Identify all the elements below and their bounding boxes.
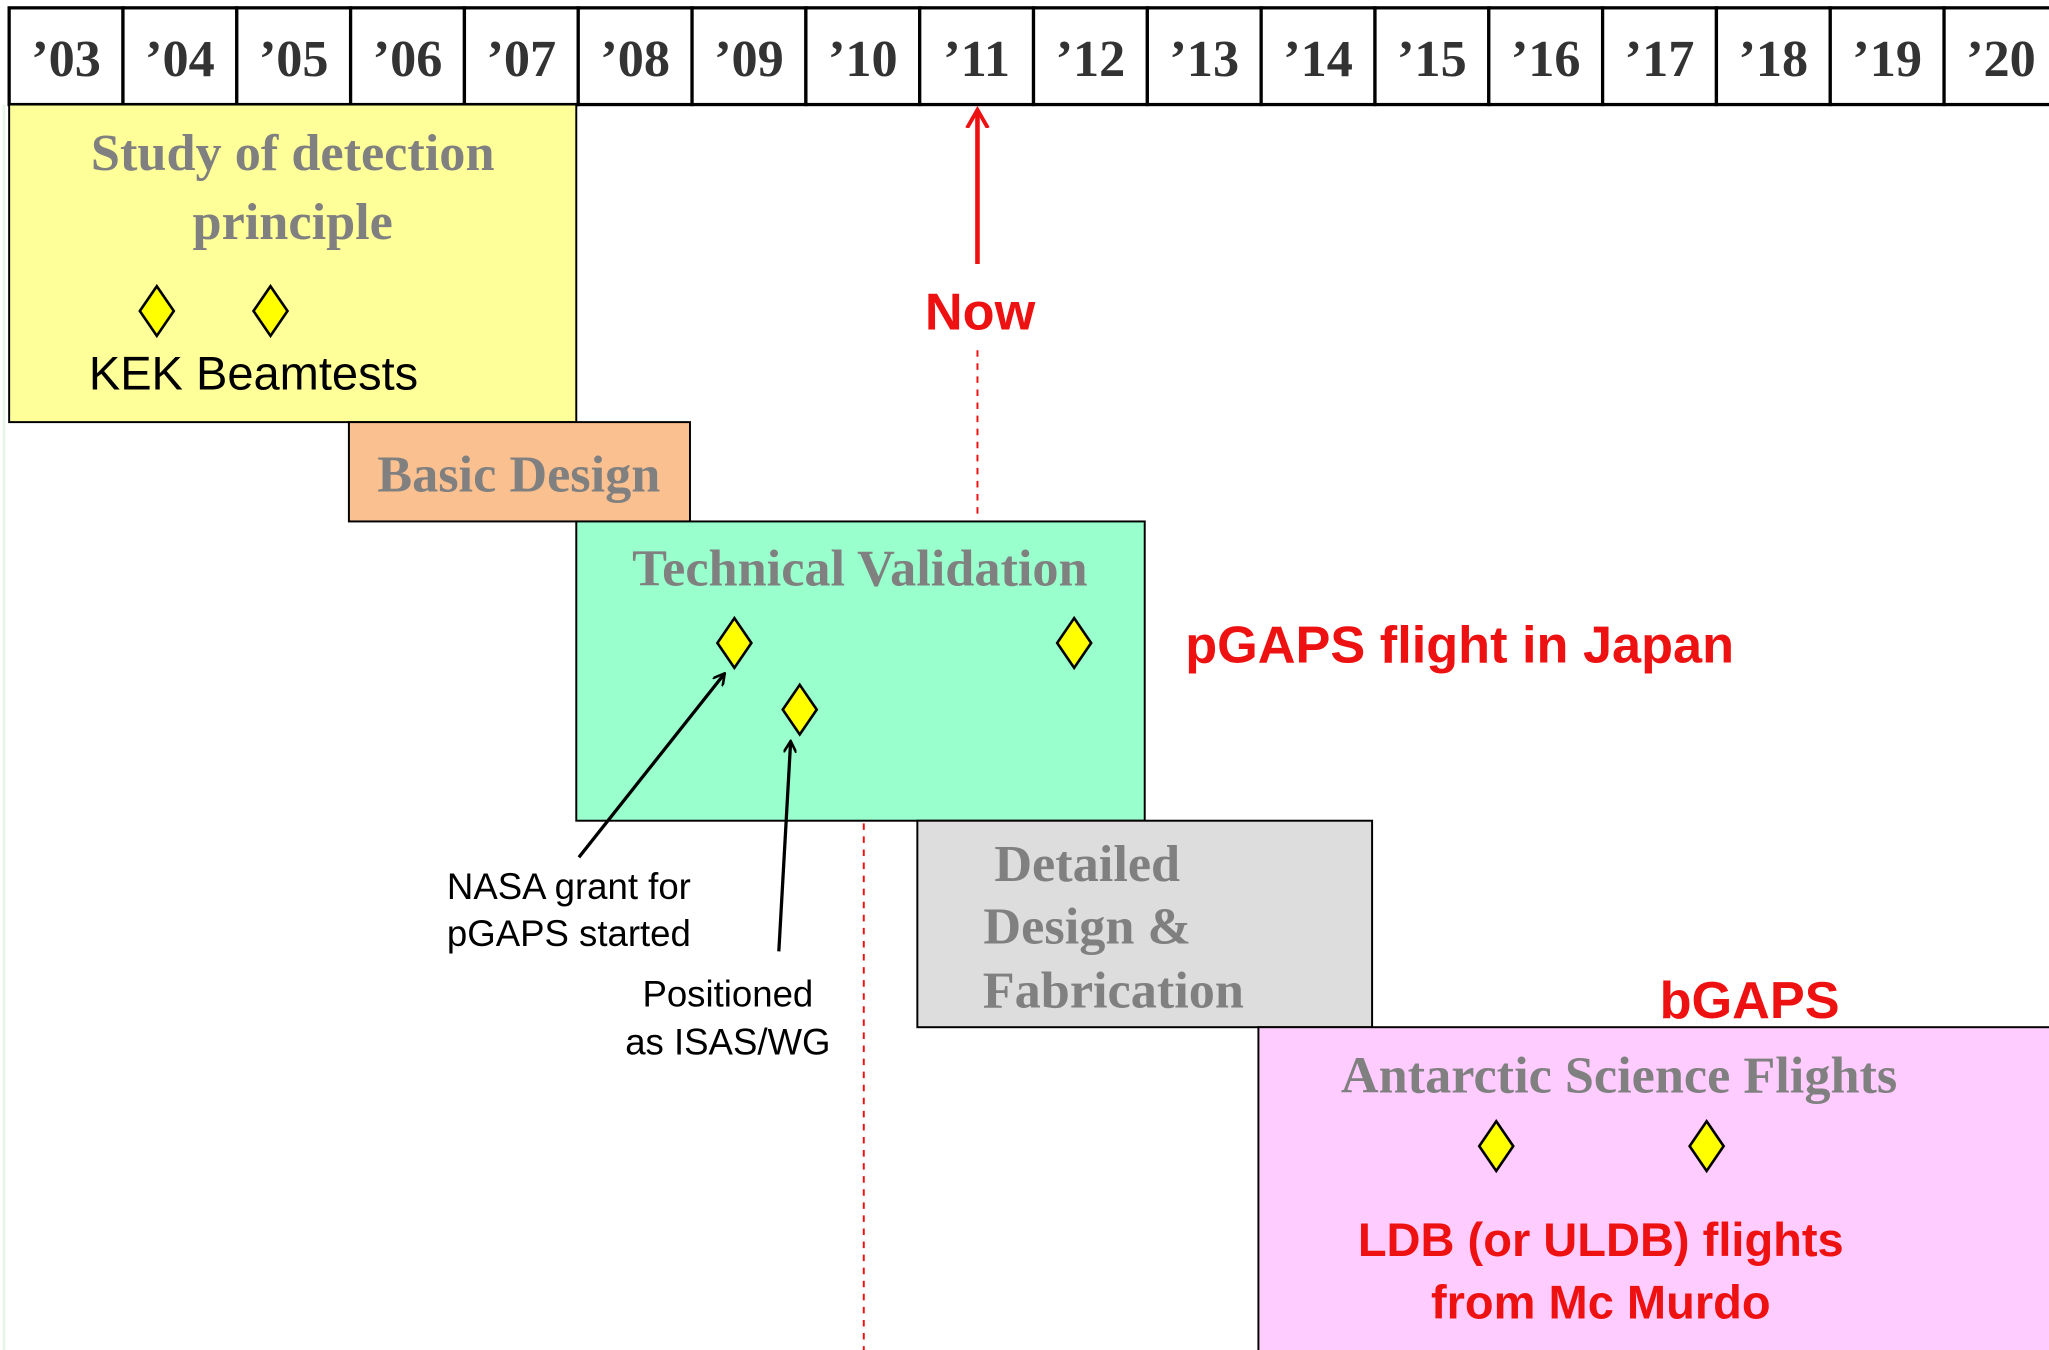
detailed-box (916, 819, 1374, 1029)
detailed-title: Fabrication (983, 962, 1244, 1020)
study-title: principle (193, 193, 393, 251)
year-cell (1714, 6, 1832, 107)
milestone (781, 682, 819, 737)
isas-note: as ISAS/WG (625, 1022, 830, 1063)
year-label: ’08 (600, 30, 670, 88)
year-cell (1373, 6, 1491, 107)
nasa-note: pGAPS started (447, 913, 691, 954)
year-label: ’20 (1966, 30, 2036, 88)
nasa-note: NASA grant for (447, 866, 691, 907)
basic-title: Basic Design (377, 445, 660, 503)
technical-title: Technical Validation (632, 539, 1088, 597)
antarctic-box (1257, 1026, 2049, 1350)
year-label: ’03 (31, 30, 101, 88)
detailed-title: Detailed (994, 835, 1180, 893)
year-cell (1600, 6, 1719, 107)
year-cell (1031, 6, 1149, 107)
detailed-title: Design & (983, 898, 1191, 956)
ldb-label: LDB (or ULDB) flights (1358, 1213, 1844, 1266)
now-label: Now (925, 283, 1036, 341)
year-label: ’07 (486, 30, 556, 88)
antarctic-title: Antarctic Science Flights (1341, 1047, 1897, 1105)
milestone (251, 283, 290, 339)
year-cell (1145, 6, 1263, 107)
year-label: ’05 (259, 30, 329, 88)
year-label: ’18 (1739, 30, 1809, 88)
year-cell (1487, 6, 1605, 107)
year-label: ’06 (373, 30, 443, 88)
pgaps-label: pGAPS flight in Japan (1185, 617, 1734, 675)
study-note: KEK Beamtests (89, 346, 418, 399)
year-label: ’16 (1511, 30, 1581, 88)
year-label: ’09 (714, 30, 784, 88)
basic-box (347, 421, 691, 523)
technical-box (575, 520, 1146, 822)
study-box (8, 103, 578, 424)
year-label: ’11 (943, 30, 1010, 88)
year-cell (918, 6, 1036, 107)
year-label: ’13 (1169, 30, 1239, 88)
isas-arrow (777, 742, 791, 952)
year-label: ’04 (145, 30, 215, 88)
year-cell (1942, 6, 2049, 107)
milestones (138, 283, 1726, 1174)
milestone (1055, 615, 1093, 671)
milestone (715, 615, 753, 671)
year-label: ’15 (1397, 30, 1467, 88)
year-label: ’14 (1283, 30, 1353, 88)
ldb-label: from Mc Murdo (1431, 1276, 1771, 1329)
bgaps-label: bGAPS (1660, 972, 1840, 1030)
milestone (1688, 1118, 1726, 1174)
year-label: ’12 (1056, 30, 1126, 88)
milestone (138, 283, 176, 339)
nasa-arrow (577, 674, 724, 859)
year-label: ’19 (1852, 30, 1922, 88)
milestone (1477, 1118, 1515, 1174)
year-cell (121, 6, 239, 107)
year-header: ’03 ’04 ’05 ’06 ’07 ’08 ’09 ’10 ’11 ’12 ’13 ’14 ’15 ’… (7, 6, 2049, 107)
year-cell (1828, 6, 1946, 107)
year-label: ’17 (1625, 30, 1695, 88)
isas-note: Positioned (642, 973, 813, 1014)
year-label: ’10 (828, 30, 898, 88)
study-title: Study of detection (91, 124, 495, 182)
